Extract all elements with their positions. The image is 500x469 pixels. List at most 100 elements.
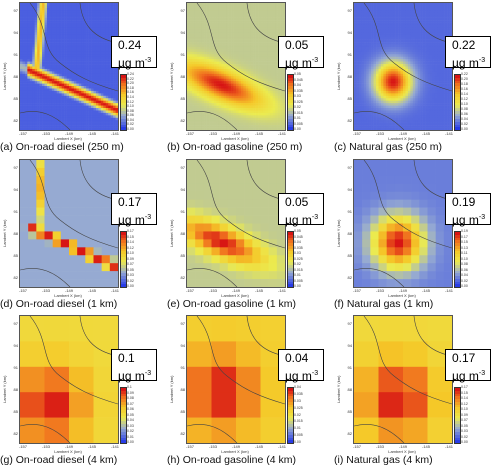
map-cell — [405, 10, 408, 13]
unit-text: µg m — [118, 56, 145, 70]
map-cell — [106, 13, 109, 16]
map-cell — [22, 67, 25, 70]
map-cell — [430, 20, 433, 23]
map-cell — [423, 10, 426, 13]
map-cell — [207, 62, 210, 65]
map-cell — [69, 103, 72, 106]
map-cell — [415, 20, 418, 23]
map-cell — [241, 108, 244, 111]
map-cell — [238, 10, 241, 13]
map-cell — [54, 86, 57, 89]
map-cell — [197, 113, 200, 116]
map-cell — [420, 8, 423, 11]
map-cell — [98, 25, 101, 28]
map-cell — [261, 118, 264, 121]
map-cell — [86, 108, 89, 111]
map-cell — [263, 3, 266, 6]
map-cell — [84, 103, 87, 106]
map-cell — [67, 32, 70, 35]
map-cell — [283, 91, 285, 94]
map-cell — [261, 76, 264, 79]
map-cell — [364, 18, 367, 21]
map-cell — [248, 101, 251, 104]
map-cell — [265, 91, 268, 94]
map-cell — [187, 23, 190, 26]
map-cell — [49, 123, 52, 126]
map-cell — [273, 71, 276, 74]
map-cell — [207, 81, 210, 84]
map-cell — [37, 98, 40, 101]
map-cell — [246, 15, 249, 18]
map-cell — [113, 32, 116, 35]
map-cell — [20, 59, 23, 62]
map-cell — [273, 91, 276, 94]
map-cell — [204, 103, 207, 106]
map-cell — [27, 128, 30, 130]
map-cell — [212, 62, 215, 65]
map-cell — [98, 13, 101, 16]
map-cell — [212, 106, 215, 109]
map-cell — [94, 125, 97, 128]
map-cell — [265, 125, 268, 128]
map-cell — [425, 25, 428, 28]
map-cell — [89, 52, 92, 55]
map-cell — [59, 71, 62, 74]
map-cell — [442, 25, 445, 28]
map-cell — [236, 115, 239, 118]
map-cell — [69, 57, 72, 60]
map-cell — [40, 125, 43, 128]
map-cell — [69, 113, 72, 116]
map-cell — [71, 40, 74, 43]
map-cell — [265, 120, 268, 123]
colorbar-step — [288, 127, 293, 130]
map-cell — [106, 115, 109, 118]
map-cell — [268, 93, 271, 96]
map-cell — [91, 37, 94, 40]
map-cell — [261, 123, 264, 126]
map-cell — [268, 59, 271, 62]
map-cell — [383, 3, 386, 6]
map-cell — [76, 13, 79, 16]
map-cell — [20, 49, 23, 52]
map-cell — [199, 125, 202, 128]
map-cell — [54, 74, 57, 77]
map-cell — [79, 67, 82, 70]
map-cell — [356, 10, 359, 13]
map-cell — [221, 120, 224, 123]
map-cell — [413, 20, 416, 23]
map-cell — [67, 30, 70, 33]
map-cell — [27, 40, 30, 43]
map-cell — [49, 103, 52, 106]
map-cell — [398, 37, 401, 40]
map-cell — [437, 18, 440, 21]
map-cell — [256, 23, 259, 26]
map-cell — [96, 25, 99, 28]
map-cell — [388, 5, 391, 8]
map-cell — [430, 23, 433, 26]
map-cell — [22, 91, 25, 94]
map-cell — [369, 35, 372, 38]
map-cell — [258, 74, 261, 77]
map-cell — [45, 71, 48, 74]
map-cell — [202, 118, 205, 121]
map-cell — [89, 120, 92, 123]
map-cell — [214, 84, 217, 87]
map-cell — [86, 71, 89, 74]
map-cell — [401, 30, 404, 33]
map-cell — [101, 45, 104, 48]
map-cell — [224, 30, 227, 33]
map-cell — [221, 23, 224, 26]
map-cell — [265, 20, 268, 23]
map-cell — [37, 128, 40, 130]
map-cell — [371, 35, 374, 38]
map-cell — [22, 88, 25, 91]
map-cell — [111, 86, 114, 89]
map-cell — [37, 47, 40, 50]
map-cell — [20, 47, 23, 50]
map-cell — [270, 42, 273, 45]
map-cell — [256, 108, 259, 111]
map-cell — [231, 3, 234, 6]
map-cell — [450, 23, 452, 26]
map-cell — [106, 69, 109, 72]
map-cell — [379, 27, 382, 30]
